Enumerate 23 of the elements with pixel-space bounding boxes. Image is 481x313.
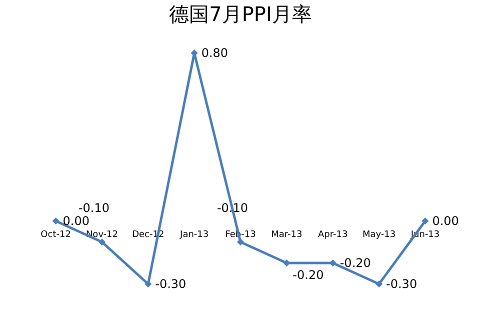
point [144, 280, 152, 288]
data-label: -0.20 [292, 268, 324, 282]
x-tick-label: May-13 [362, 230, 396, 240]
point [329, 259, 336, 267]
point [422, 217, 429, 225]
data-label: -0.10 [78, 201, 110, 215]
point [375, 280, 383, 288]
x-tick-label: Apr-13 [318, 230, 348, 240]
data-label: 0.00 [62, 214, 90, 228]
x-tick-label: Oct-12 [40, 230, 71, 240]
data-label: -0.30 [386, 277, 418, 291]
data-label: -0.30 [155, 277, 186, 291]
point [283, 259, 290, 267]
point [52, 217, 60, 225]
data-label: 0.80 [201, 46, 228, 60]
point [98, 238, 106, 246]
x-tick-label: Mar-13 [271, 230, 302, 240]
data-label: 0.00 [432, 214, 459, 228]
x-tick-label: Nov-12 [86, 230, 118, 240]
chart-title: 德国7月PPI月率 [169, 2, 312, 26]
data-label: -0.20 [340, 256, 371, 270]
point [236, 238, 244, 246]
x-tick-label: Jan-13 [179, 230, 209, 240]
